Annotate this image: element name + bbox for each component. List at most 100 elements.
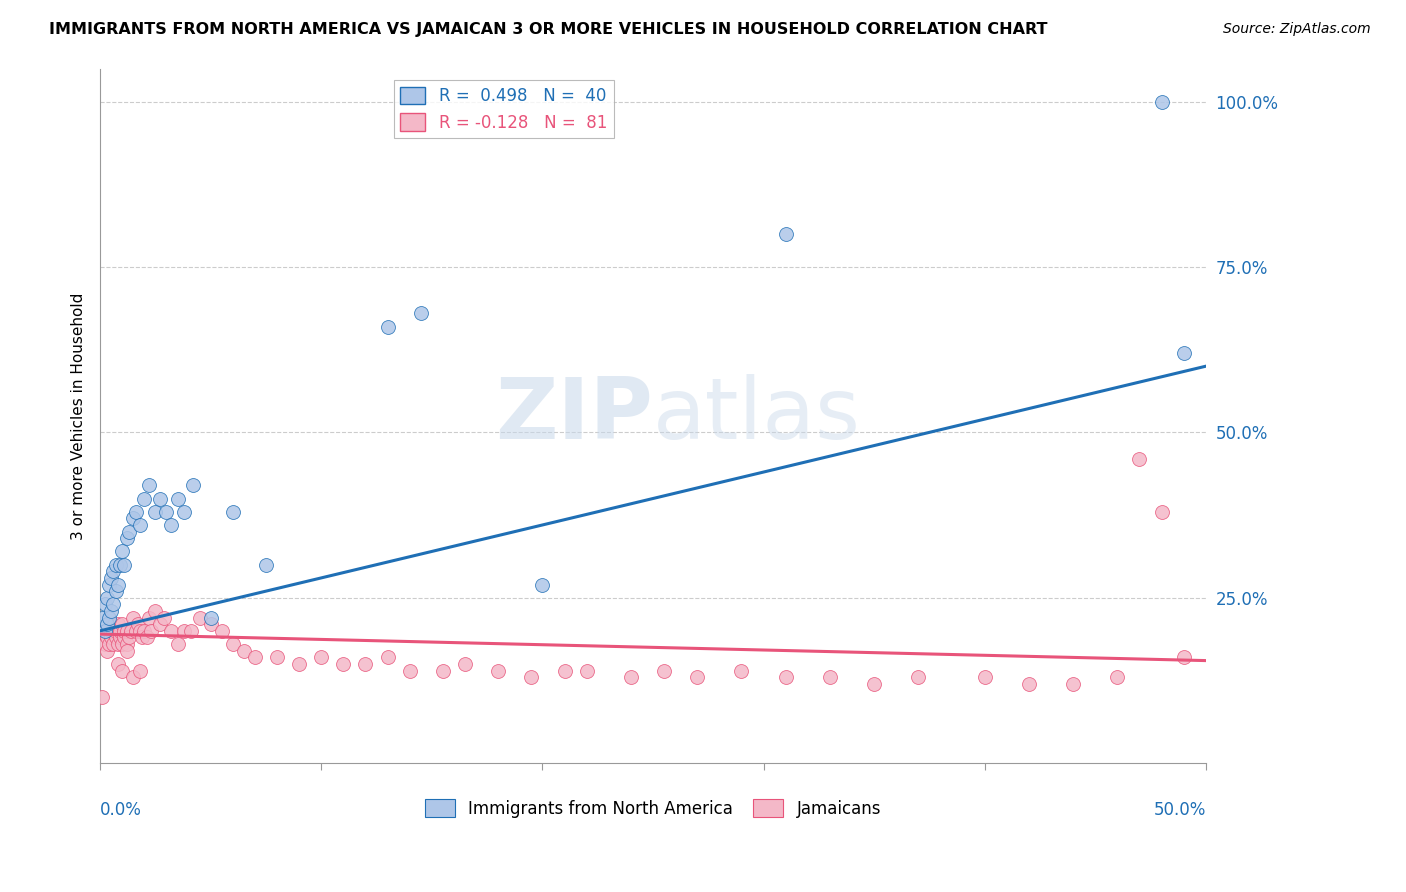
Point [149, 617, 172, 632]
Point [486, 664, 509, 678]
Point [103, 637, 125, 651]
Point [115, 643, 138, 657]
Point [332, 657, 354, 671]
Point [1107, 670, 1129, 684]
Point [222, 505, 245, 519]
Y-axis label: 3 or more Vehicles in Household: 3 or more Vehicles in Household [72, 293, 86, 540]
Point [91, 690, 114, 704]
Point [145, 505, 167, 519]
Point [93, 624, 115, 638]
Point [111, 544, 134, 558]
Text: Source: ZipAtlas.com: Source: ZipAtlas.com [1223, 22, 1371, 37]
Point [114, 631, 136, 645]
Text: ZIP: ZIP [495, 375, 652, 458]
Point [93, 637, 115, 651]
Point [652, 664, 675, 678]
Point [288, 657, 311, 671]
Point [98, 577, 121, 591]
Point [118, 631, 141, 645]
Point [104, 584, 127, 599]
Point [131, 631, 153, 645]
Point [107, 577, 129, 591]
Point [134, 624, 156, 638]
Point [108, 624, 131, 638]
Point [120, 624, 142, 638]
Point [180, 624, 202, 638]
Point [111, 637, 134, 651]
Point [100, 604, 122, 618]
Point [122, 511, 145, 525]
Point [114, 624, 136, 638]
Point [377, 319, 399, 334]
Point [138, 610, 160, 624]
Point [818, 670, 841, 684]
Point [139, 624, 162, 638]
Point [111, 617, 134, 632]
Point [160, 518, 183, 533]
Point [863, 677, 886, 691]
Point [98, 637, 121, 651]
Point [266, 650, 288, 665]
Point [354, 657, 377, 671]
Point [398, 664, 420, 678]
Point [96, 591, 118, 605]
Point [200, 617, 222, 632]
Point [118, 524, 141, 539]
Point [1173, 650, 1195, 665]
Point [173, 624, 195, 638]
Point [409, 306, 432, 320]
Point [1018, 677, 1040, 691]
Point [377, 650, 399, 665]
Point [153, 610, 176, 624]
Point [108, 558, 131, 572]
Point [149, 491, 172, 506]
Point [129, 624, 152, 638]
Point [134, 491, 156, 506]
Point [107, 617, 129, 632]
Point [775, 227, 797, 241]
Point [1173, 346, 1195, 360]
Point [104, 558, 127, 572]
Point [531, 577, 554, 591]
Point [620, 670, 643, 684]
Point [1062, 677, 1084, 691]
Point [104, 631, 127, 645]
Point [100, 631, 122, 645]
Point [173, 505, 195, 519]
Point [166, 637, 188, 651]
Point [222, 637, 245, 651]
Text: IMMIGRANTS FROM NORTH AMERICA VS JAMAICAN 3 OR MORE VEHICLES IN HOUSEHOLD CORREL: IMMIGRANTS FROM NORTH AMERICA VS JAMAICA… [49, 22, 1047, 37]
Point [432, 664, 454, 678]
Point [103, 624, 125, 638]
Point [309, 650, 332, 665]
Point [114, 558, 136, 572]
Point [96, 643, 118, 657]
Point [160, 624, 183, 638]
Point [122, 610, 145, 624]
Point [730, 664, 752, 678]
Point [108, 631, 131, 645]
Point [200, 610, 222, 624]
Point [138, 478, 160, 492]
Point [107, 637, 129, 651]
Point [145, 604, 167, 618]
Point [575, 664, 598, 678]
Point [686, 670, 709, 684]
Point [129, 518, 152, 533]
Point [973, 670, 995, 684]
Point [188, 610, 211, 624]
Point [115, 637, 138, 651]
Point [129, 664, 152, 678]
Point [243, 650, 266, 665]
Point [103, 564, 125, 578]
Point [98, 610, 121, 624]
Point [93, 598, 115, 612]
Point [211, 624, 233, 638]
Legend: Immigrants from North America, Jamaicans: Immigrants from North America, Jamaicans [418, 793, 887, 824]
Point [254, 558, 277, 572]
Point [122, 670, 145, 684]
Point [100, 571, 122, 585]
Point [135, 631, 157, 645]
Point [104, 624, 127, 638]
Text: 0.0%: 0.0% [100, 801, 142, 820]
